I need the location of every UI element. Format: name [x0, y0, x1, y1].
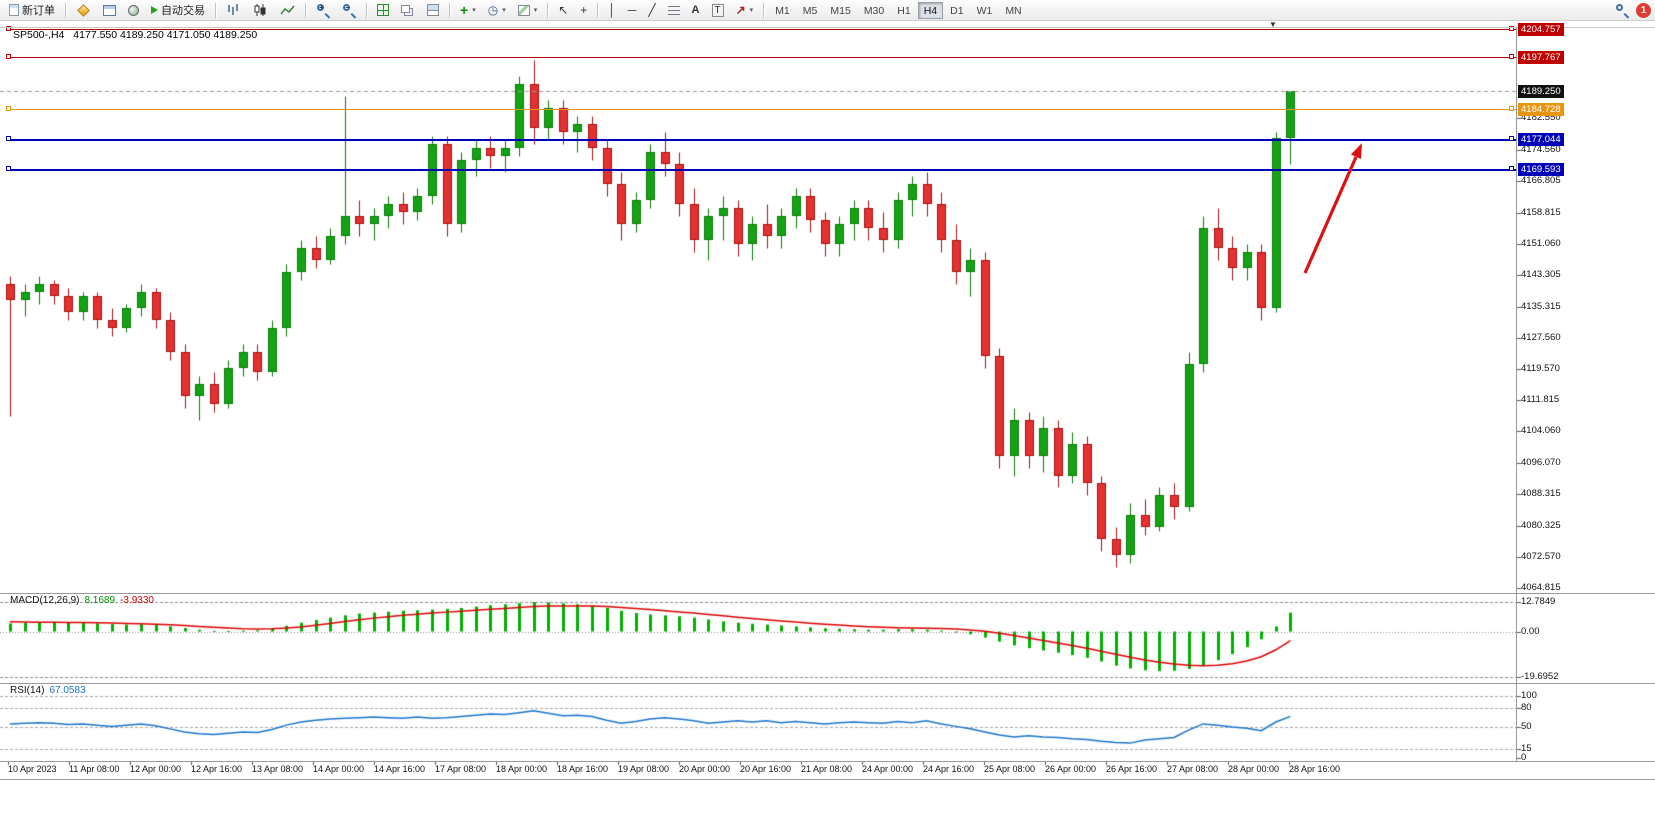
chart-ohlc-values: 4177.550 4189.250 4171.050 4189.250 — [73, 29, 258, 41]
macd-main-value: 8.1689 — [84, 595, 116, 606]
horizontal-line-object-4177.044[interactable] — [6, 136, 1516, 142]
macd-panel-separator[interactable] — [0, 593, 1655, 594]
line-anchor-handle[interactable] — [1509, 136, 1514, 142]
macd-name: MACD(12,26,9) — [10, 595, 80, 606]
rsi-indicator-label: RSI(14) 67.0583 — [10, 685, 86, 696]
horizontal-line-object-4197.767[interactable] — [6, 54, 1516, 60]
line-anchor-handle[interactable] — [1509, 54, 1514, 60]
chart-title: SP500-,H4 4177.550 4189.250 4171.050 418… — [13, 29, 257, 41]
rsi-name: RSI(14) — [10, 685, 45, 696]
line-anchor-handle[interactable] — [6, 106, 11, 112]
chart-top-border — [0, 27, 1655, 28]
horizontal-line-object-4184.728[interactable] — [6, 106, 1516, 112]
macd-indicator-label: MACD(12,26,9) 8.1689 -3.9330 — [10, 595, 154, 606]
rsi-panel-separator[interactable] — [0, 683, 1655, 684]
line-anchor-handle[interactable] — [1509, 166, 1514, 172]
line-anchor-handle[interactable] — [6, 166, 11, 172]
rsi-value: 67.0583 — [49, 685, 86, 696]
line-anchor-handle[interactable] — [1509, 26, 1514, 32]
price-axis-line — [1516, 27, 1517, 761]
chart-bottom-border — [0, 779, 1655, 780]
line-anchor-handle[interactable] — [6, 26, 11, 32]
horizontal-line-object-4169.593[interactable] — [6, 166, 1516, 172]
macd-signal-value: -3.9330 — [120, 595, 154, 606]
horizontal-line-object-4204.757[interactable] — [6, 26, 1516, 32]
time-axis-separator — [0, 761, 1655, 762]
chart-symbol-period: SP500-,H4 — [13, 29, 65, 41]
line-anchor-handle[interactable] — [6, 54, 11, 60]
chart-shift-marker-icon: ▼ — [1269, 20, 1277, 29]
line-anchor-handle[interactable] — [1509, 106, 1514, 112]
trend-arrow-object[interactable] — [1295, 135, 1375, 285]
line-anchor-handle[interactable] — [6, 136, 11, 142]
